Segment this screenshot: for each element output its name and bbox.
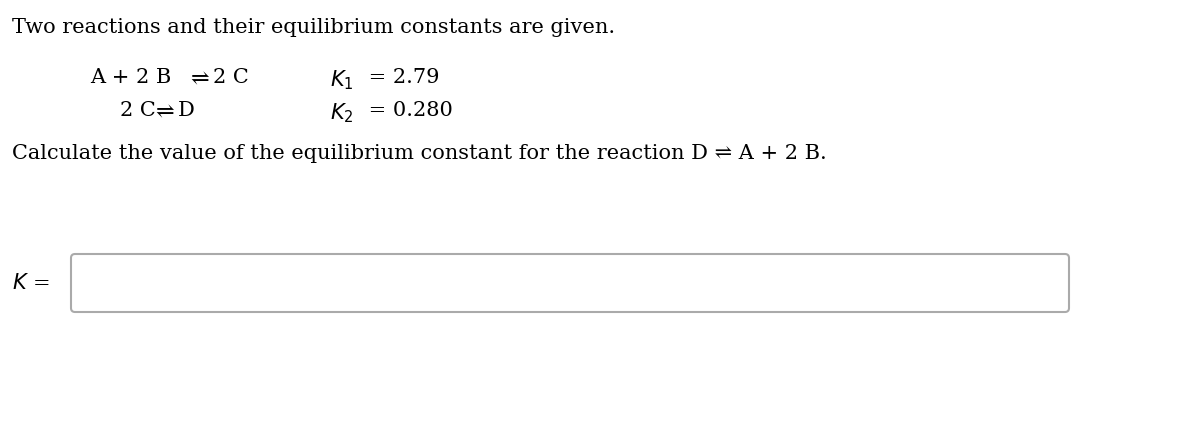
Text: Two reactions and their equilibrium constants are given.: Two reactions and their equilibrium cons… bbox=[12, 18, 616, 37]
Text: $K_1$: $K_1$ bbox=[330, 68, 354, 92]
Text: $K_2$: $K_2$ bbox=[330, 101, 354, 124]
Text: $K$ =: $K$ = bbox=[12, 273, 49, 293]
Text: 2 C: 2 C bbox=[120, 101, 156, 120]
Text: D: D bbox=[178, 101, 194, 120]
Text: ⇌: ⇌ bbox=[155, 101, 174, 123]
Text: = 2.79: = 2.79 bbox=[362, 68, 439, 87]
Text: ⇌: ⇌ bbox=[190, 68, 209, 90]
Text: 2 C: 2 C bbox=[214, 68, 248, 87]
Text: A + 2 B: A + 2 B bbox=[90, 68, 172, 87]
FancyBboxPatch shape bbox=[71, 254, 1069, 312]
Text: = 0.280: = 0.280 bbox=[362, 101, 452, 120]
Text: Calculate the value of the equilibrium constant for the reaction D ⇌ A + 2 B.: Calculate the value of the equilibrium c… bbox=[12, 144, 827, 163]
